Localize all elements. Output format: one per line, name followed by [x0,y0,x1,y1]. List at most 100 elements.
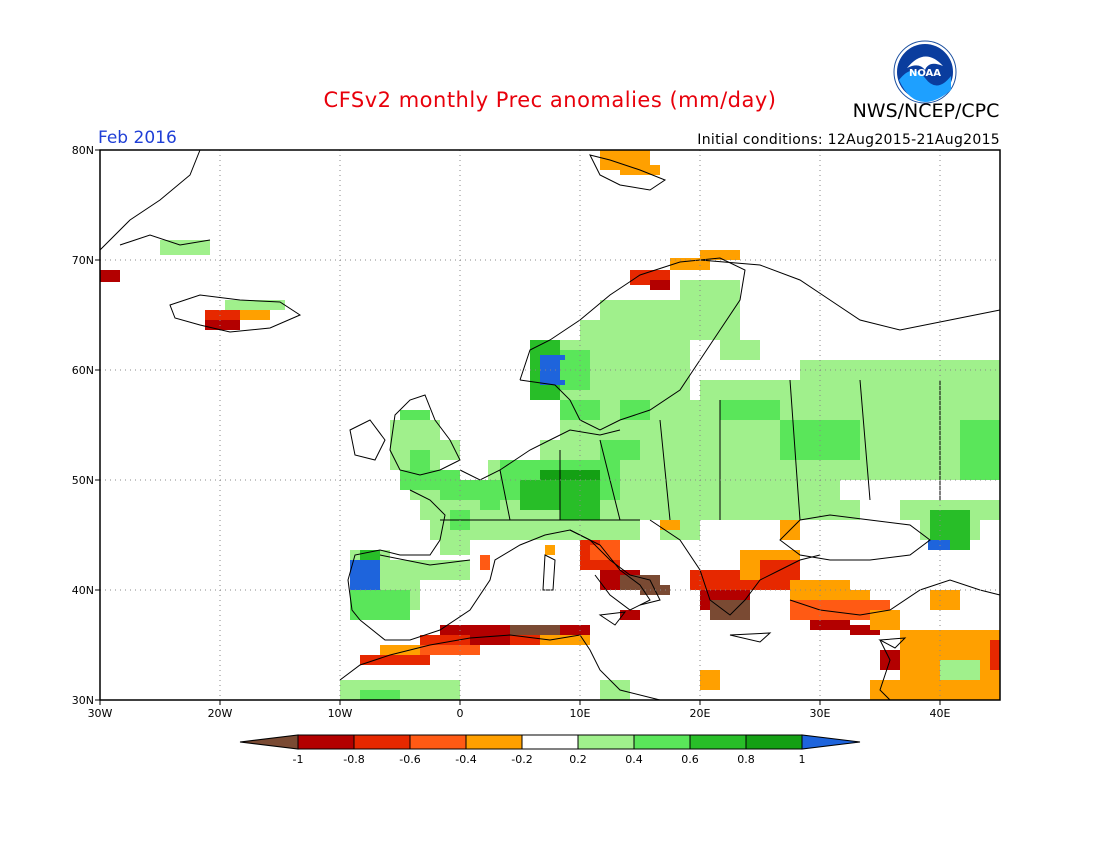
coastline [598,611,627,626]
colorbar-swatch [577,734,635,750]
coastline [347,489,446,621]
coastline [519,257,746,431]
anomaly-cell [420,645,480,655]
lon-tick-label: 10W [328,707,353,720]
coastline [459,429,621,481]
anomaly-cell [960,420,1000,480]
colorbar: -1 -0.8 -0.6 -0.4 -0.2 0.2 0.4 0.6 0.8 1 [239,734,861,766]
map-frame [99,149,1001,701]
coastline [339,634,661,701]
anomaly-cell [620,610,640,620]
anomaly-cell [720,400,780,420]
anomaly-cell [380,645,420,655]
axis-ticks: 30W 20W 10W 0 10E 20E 30E 40E 30N 40N 50N 60N 70N 80N [72,144,951,720]
coastline [169,294,302,333]
organization-label: NWS/NCEP/CPC [852,100,1000,122]
anomaly-cell [360,690,400,700]
coastline [649,519,821,616]
coastline [878,637,907,649]
coastline [99,149,211,251]
anomaly-cell [225,300,285,310]
anomaly-cell [940,660,980,680]
anomaly-cell [810,620,850,630]
coastline [879,639,891,701]
colorbar-label: -1 [293,753,304,766]
colorbar-label: -0.6 [399,753,420,766]
colorbar-label: -0.8 [343,753,364,766]
anomaly-cell [540,470,600,480]
anomaly-cell [820,590,870,600]
anomaly-cell [920,640,1000,660]
colorbar-label: 0.8 [737,753,755,766]
colorbar-min-arrow [239,734,299,750]
anomaly-cell [440,540,470,555]
lat-tick-label: 50N [72,474,94,487]
anomaly-cell [540,635,590,645]
anomaly-cell [470,625,510,645]
colorbar-label: 1 [799,753,806,766]
anomaly-cell [100,270,120,282]
lon-tick-label: 20W [208,707,233,720]
anomaly-cell [928,540,950,550]
anomaly-cell [700,380,1000,400]
colorbar-max-arrow [801,734,861,750]
anomaly-cell [640,500,860,520]
anomaly-cell [870,610,900,630]
colorbar-label: -0.4 [455,753,476,766]
anomaly-cell [620,400,650,420]
anomaly-cell [600,440,640,460]
coastline [779,514,931,561]
lat-tick-label: 60N [72,364,94,377]
colorbar-label: 0.6 [681,753,699,766]
anomaly-cell [990,640,1000,670]
anomaly-cell [160,240,210,255]
coastline [569,529,651,611]
anomaly-cell [790,600,890,620]
colorbar-swatch [409,734,467,750]
logo-text: NOAA [909,68,941,79]
anomaly-cell [545,545,555,555]
forecast-month: Feb 2016 [98,128,177,148]
anomaly-cell [600,300,740,340]
colorbar-swatch [521,734,579,750]
colorbar-swatch [689,734,747,750]
colorbar-label: -0.2 [511,753,532,766]
anomaly-cell [350,560,380,590]
coastline [359,529,661,641]
anomaly-cell [360,550,380,560]
coastline [589,154,667,191]
lon-tick-label: 10E [570,707,591,720]
anomaly-cell [240,310,270,320]
coastline [542,554,556,591]
anomaly-cell [660,520,680,530]
initial-conditions: Initial conditions: 12Aug2015-21Aug2015 [697,132,1000,148]
anomaly-cell [410,450,430,470]
gridlines [100,150,1000,700]
coastlines [99,149,1001,701]
lon-tick-label: 40E [930,707,951,720]
colorbar-label: 0.4 [625,753,643,766]
colorbar-label: 0.2 [569,753,587,766]
anomaly-cell [860,360,960,370]
lon-tick-label: 20E [690,707,711,720]
anomaly-cell [960,380,1000,400]
colorbar-swatch [353,734,411,750]
anomaly-cell [700,250,740,260]
colorbar-swatch [745,734,803,750]
anomaly-cell [205,320,240,330]
anomaly-cell [205,310,245,320]
anomaly-cell [540,440,1000,460]
lon-tick-label: 30W [88,707,113,720]
coastline [379,519,640,566]
lat-tick-label: 40N [72,584,94,597]
colorbar-swatch [633,734,691,750]
anomaly-cell [510,625,560,635]
anomaly-cell [870,680,920,700]
anomaly-cell [350,590,410,620]
coastline [729,632,772,643]
anomaly-cell [680,280,740,300]
coastline [349,419,386,461]
lon-tick-label: 0 [457,707,464,720]
anomaly-cell [930,590,960,610]
